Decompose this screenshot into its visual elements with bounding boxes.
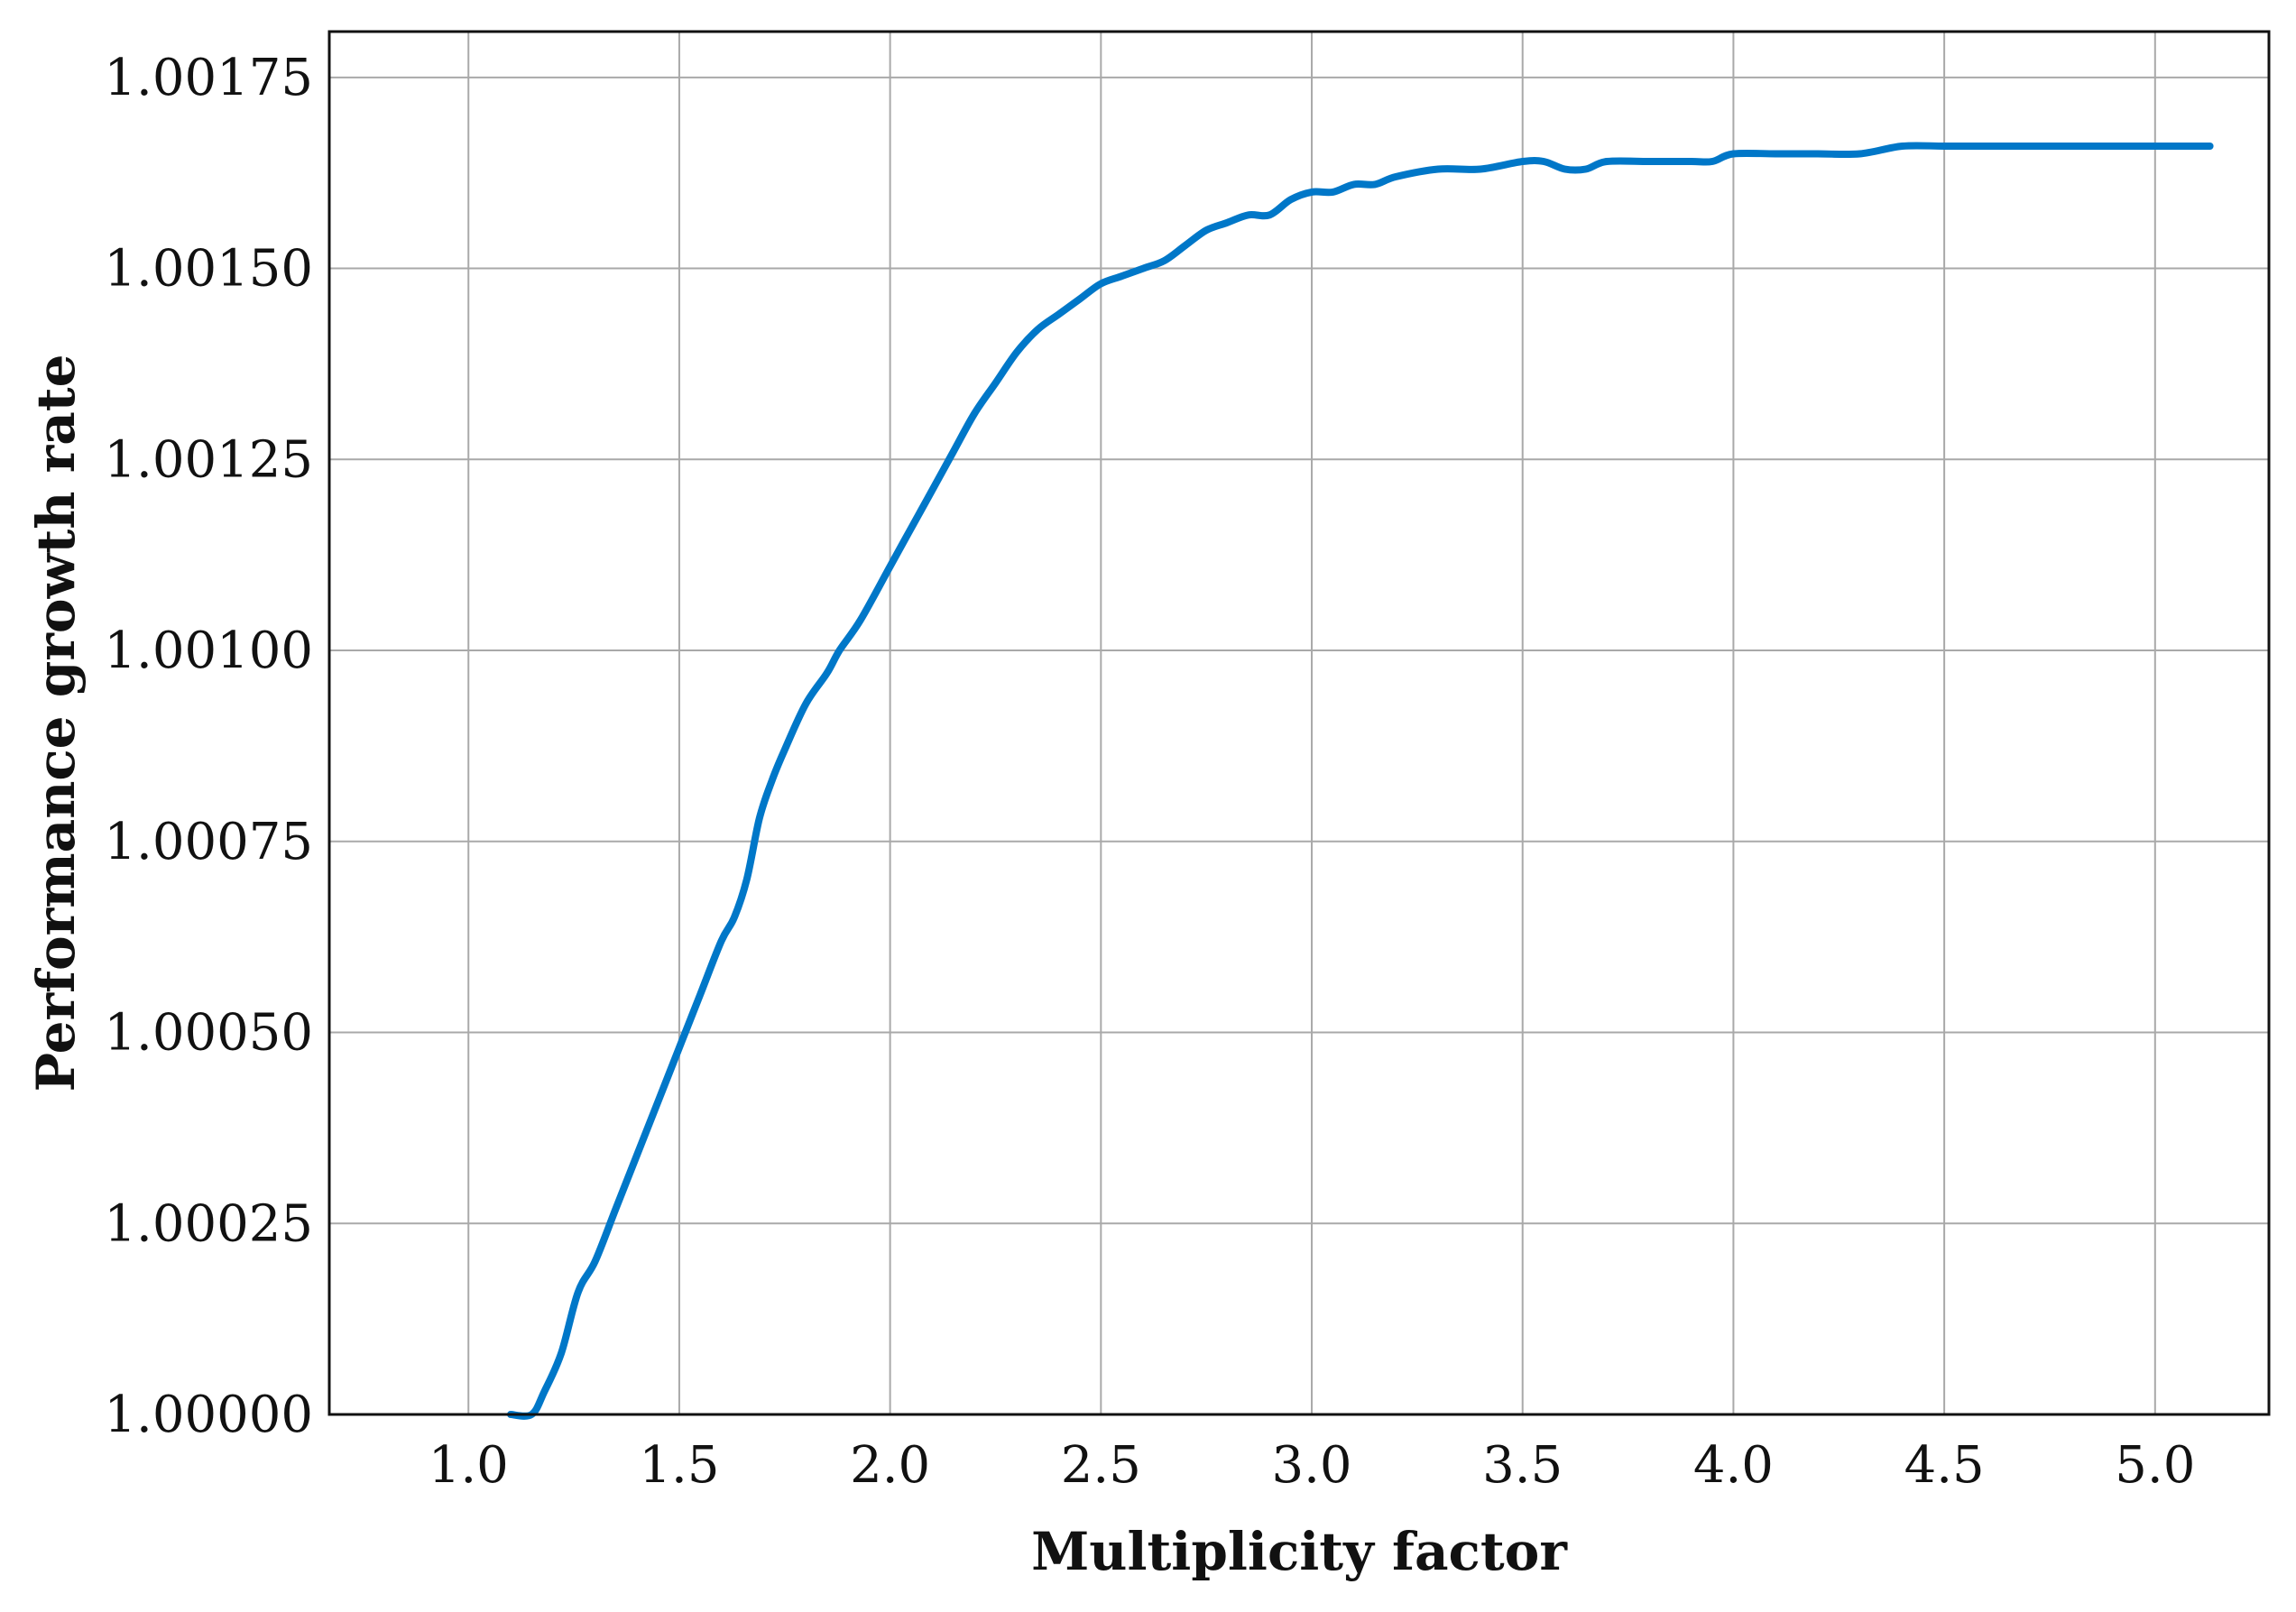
x-axis-title: Multiplicity factor <box>1031 1521 1568 1582</box>
series-line <box>507 142 2214 1420</box>
series-layer <box>507 142 2214 1420</box>
vertical-gridlines <box>467 32 2156 1414</box>
x-tick-label: 4.5 <box>1904 1436 1985 1495</box>
x-tick-label: 4.0 <box>1693 1436 1774 1495</box>
x-tick-labels: 1.0 1.5 2.0 2.5 3.0 3.5 4.0 4.5 5.0 <box>429 1436 2196 1495</box>
y-tick-label: 1.00125 <box>104 430 313 489</box>
x-tick-label: 1.0 <box>429 1436 509 1495</box>
y-tick-labels: 1.00000 1.00025 1.00050 1.00075 1.00100 1.001… <box>104 49 313 1444</box>
y-axis-title: Performance growth rate <box>25 355 87 1092</box>
y-tick-label: 1.00025 <box>104 1194 313 1253</box>
x-tick-label: 1.5 <box>639 1436 719 1495</box>
y-tick-label: 1.00150 <box>104 240 313 299</box>
x-tick-label: 3.0 <box>1271 1436 1351 1495</box>
x-tick-label: 3.5 <box>1482 1436 1563 1495</box>
y-tick-label: 1.00000 <box>104 1386 313 1444</box>
y-tick-label: 1.00075 <box>104 813 313 871</box>
y-tick-label: 1.00100 <box>104 622 313 680</box>
x-tick-label: 5.0 <box>2115 1436 2195 1495</box>
y-tick-label: 1.00050 <box>104 1004 313 1063</box>
plot-frame <box>327 30 2271 1416</box>
x-tick-label: 2.5 <box>1061 1436 1141 1495</box>
horizontal-gridlines <box>329 76 2269 1415</box>
y-tick-label: 1.00175 <box>104 49 313 107</box>
x-tick-label: 2.0 <box>850 1436 930 1495</box>
